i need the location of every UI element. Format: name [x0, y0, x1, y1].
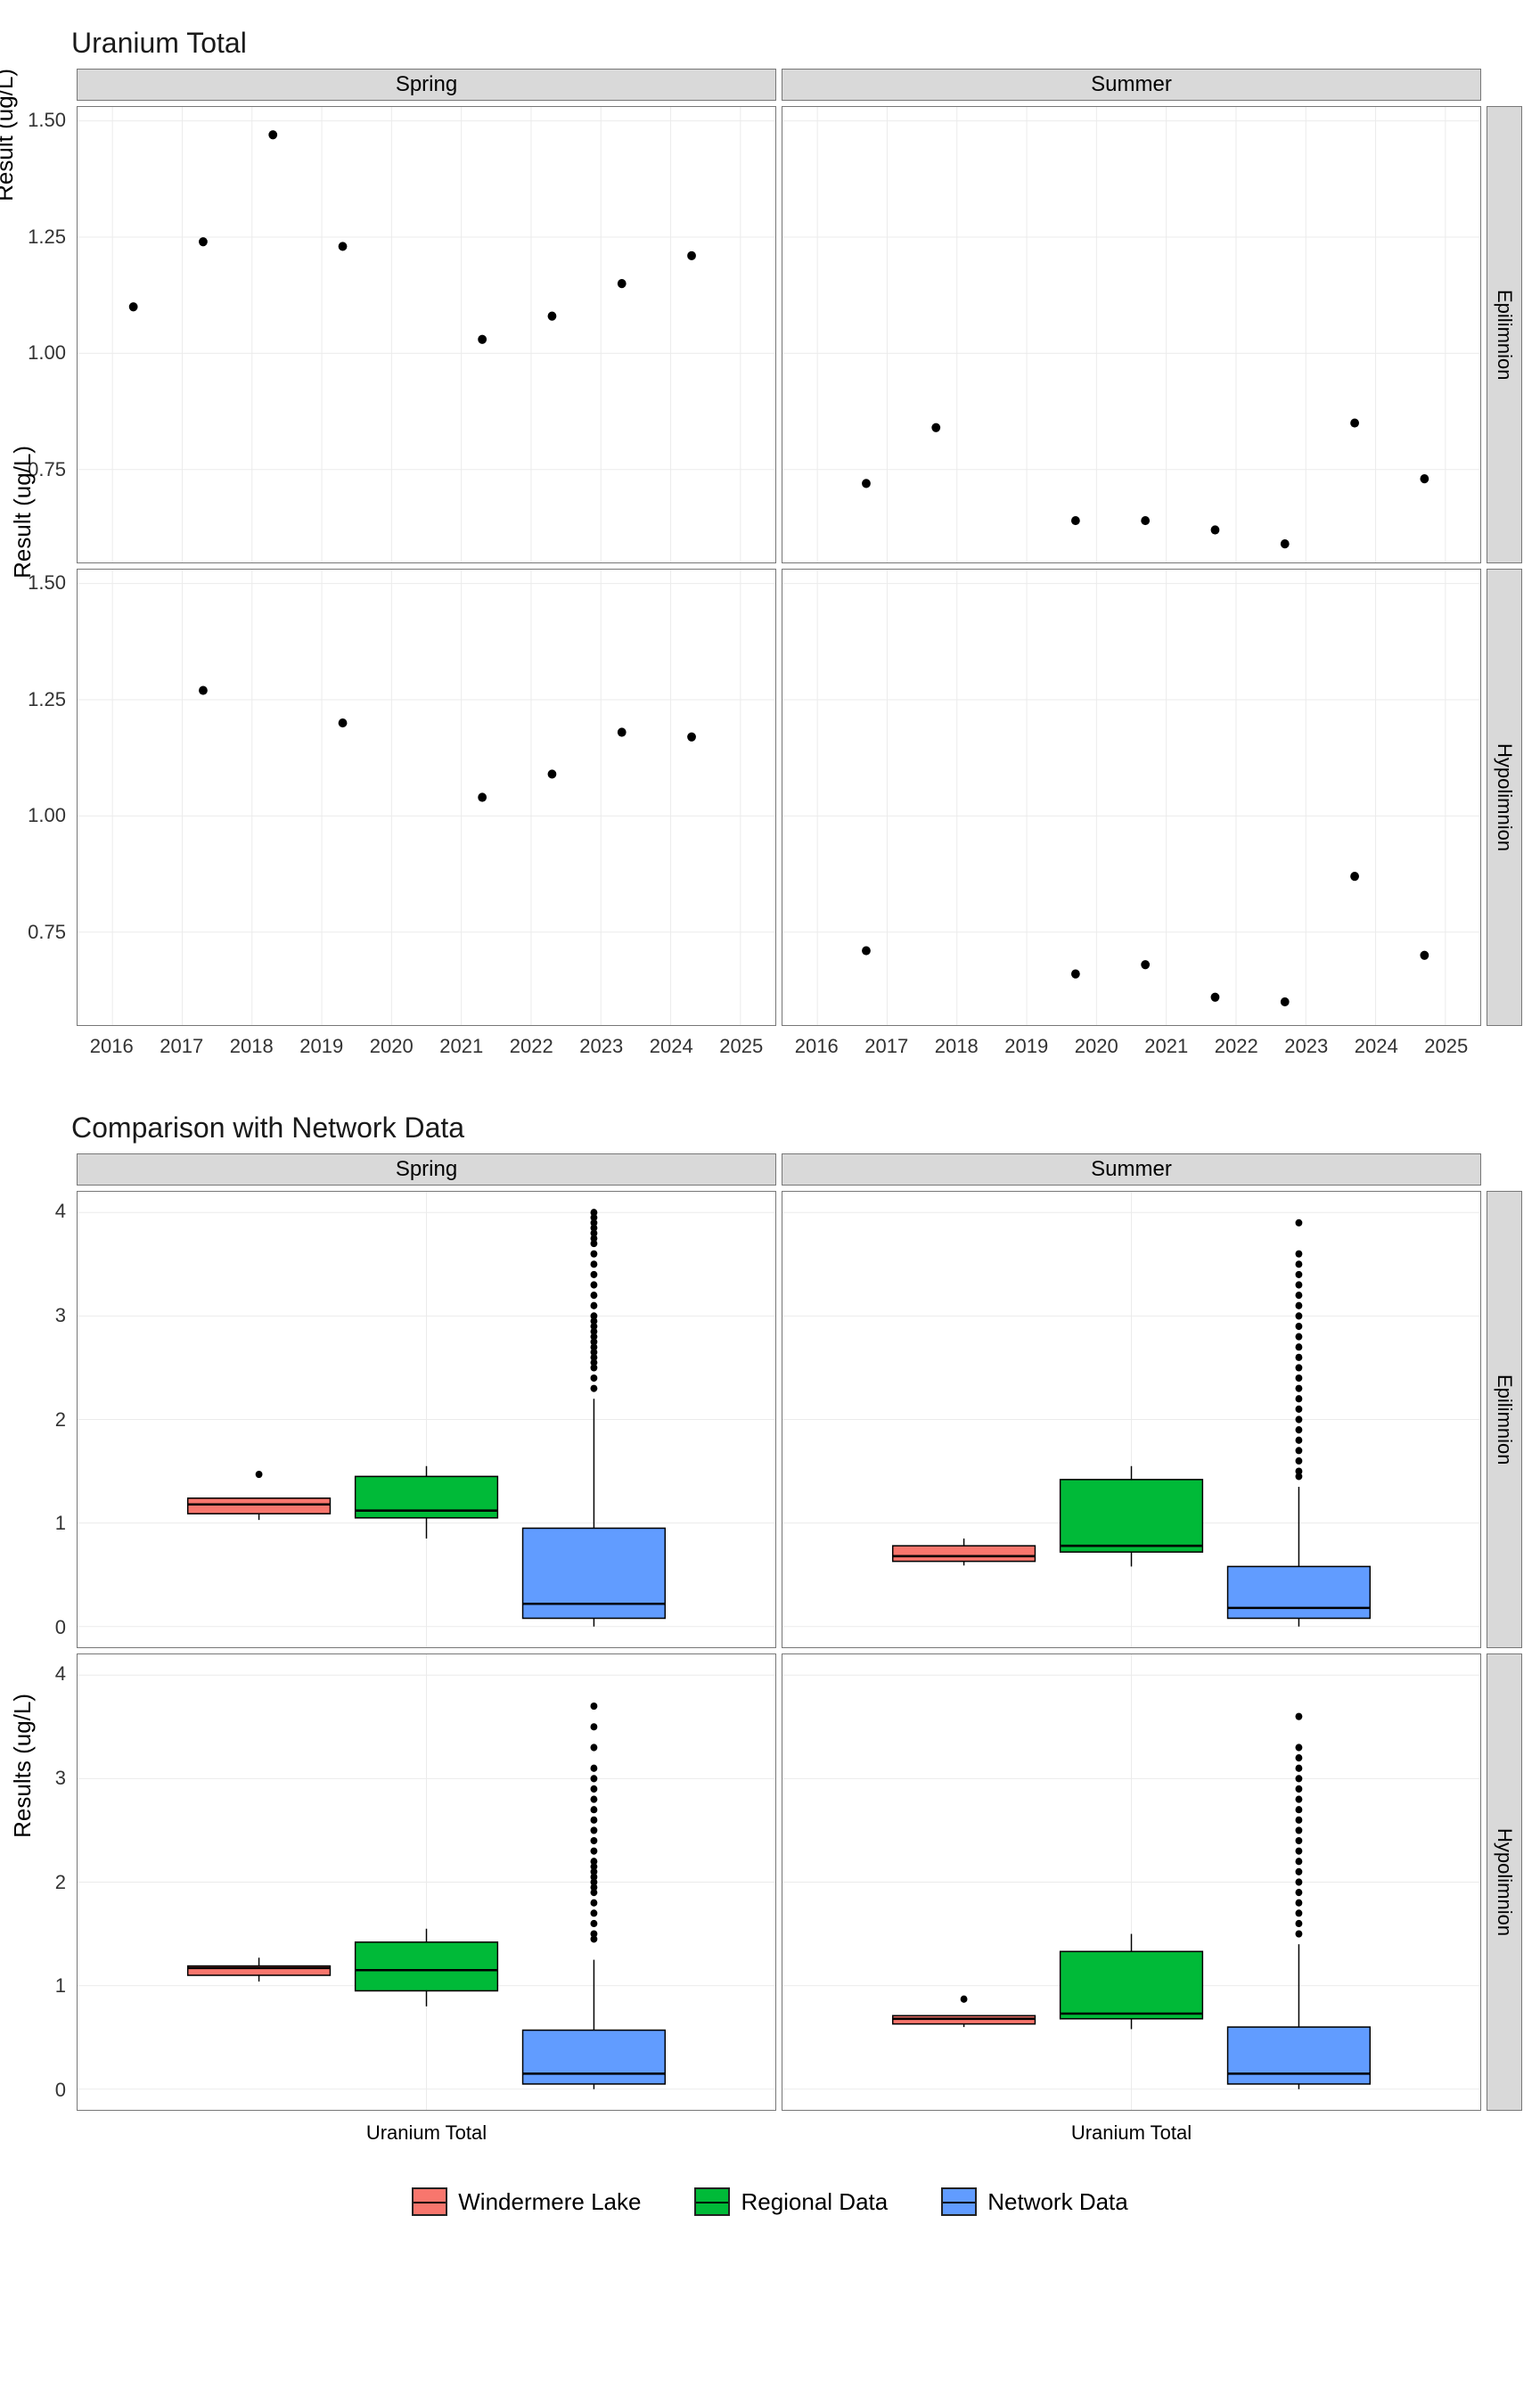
- box-xlabel: Uranium Total: [782, 2116, 1481, 2152]
- strip-epi-b: Epilimnion: [1487, 1191, 1522, 1648]
- box-panel: [77, 1653, 776, 2111]
- legend-item: Network Data: [941, 2187, 1128, 2216]
- scatter-xaxis: 2016201720182019202020212022202320242025: [782, 1031, 1481, 1067]
- scatter-ylabel-outer: Result (ug/L): [9, 446, 37, 578]
- scatter-yaxis-2: 0.751.001.251.50: [18, 569, 71, 1026]
- box-panel: [77, 1191, 776, 1648]
- strip-hypo: Hypolimnion: [1487, 569, 1522, 1026]
- scatter-xaxis: 2016201720182019202020212022202320242025: [77, 1031, 776, 1067]
- box-title: Comparison with Network Data: [71, 1112, 1522, 1145]
- scatter-panel: [782, 569, 1481, 1026]
- box-panel: [782, 1191, 1481, 1648]
- box-ylabel-outer: Results (ug/L): [9, 1694, 37, 1838]
- box-yaxis-1: 01234: [18, 1191, 71, 1648]
- scatter-title: Uranium Total: [71, 27, 1522, 60]
- strip-summer: Summer: [782, 69, 1481, 101]
- scatter-ylabel: Result (ug/L): [0, 69, 19, 201]
- scatter-panel: [782, 106, 1481, 563]
- scatter-panel: [77, 569, 776, 1026]
- scatter-grid: Spring Summer 0.751.001.251.50 Epilimnio…: [18, 69, 1522, 1067]
- legend: Windermere Lake Regional Data Network Data: [18, 2187, 1522, 2216]
- strip-summer-b: Summer: [782, 1153, 1481, 1186]
- strip-spring: Spring: [77, 69, 776, 101]
- legend-item: Regional Data: [694, 2187, 888, 2216]
- strip-hypo-b: Hypolimnion: [1487, 1653, 1522, 2111]
- box-grid: Spring Summer 01234 Epilimnion 01234 Hyp…: [18, 1153, 1522, 2152]
- scatter-panel: [77, 106, 776, 563]
- legend-item: Windermere Lake: [412, 2187, 641, 2216]
- box-xlabel: Uranium Total: [77, 2116, 776, 2152]
- box-panel: [782, 1653, 1481, 2111]
- strip-epi: Epilimnion: [1487, 106, 1522, 563]
- strip-spring-b: Spring: [77, 1153, 776, 1186]
